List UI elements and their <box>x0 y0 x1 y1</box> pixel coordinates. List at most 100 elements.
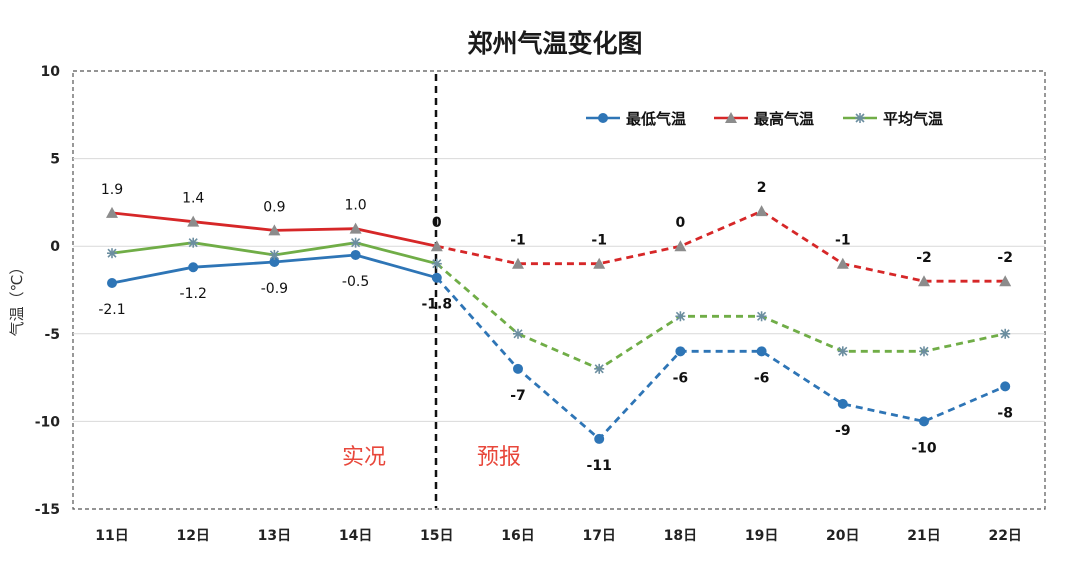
data-label: -1 <box>835 233 851 249</box>
data-label: 1.4 <box>182 191 204 207</box>
data-point <box>349 222 362 234</box>
chart-title: 郑州气温变化图 <box>467 29 642 58</box>
data-point <box>837 398 848 409</box>
x-tick-label: 22日 <box>988 528 1021 544</box>
data-point <box>107 277 117 288</box>
data-point <box>755 205 768 217</box>
data-point <box>269 249 280 260</box>
data-label: -1 <box>510 233 526 249</box>
x-tick-label: 11日 <box>95 528 128 544</box>
x-tick-label: 15日 <box>420 528 453 544</box>
data-label: -7 <box>510 388 526 404</box>
data-point <box>675 311 686 322</box>
legend-label: 最高气温 <box>754 110 814 128</box>
y-axis-label: 气温（℃） <box>8 260 26 337</box>
data-point <box>430 240 443 252</box>
data-label: 0.9 <box>263 199 285 215</box>
data-point <box>837 346 848 357</box>
x-tick-label: 13日 <box>258 528 291 544</box>
y-tick-label: -15 <box>35 502 60 518</box>
x-tick-label: 17日 <box>582 528 615 544</box>
x-tick-label: 12日 <box>176 528 209 544</box>
y-tick-label: -5 <box>44 327 60 343</box>
data-label: -8 <box>997 405 1013 421</box>
data-point <box>756 346 767 357</box>
observed-region-label: 实况 <box>342 445 386 470</box>
data-point <box>836 257 849 269</box>
data-point <box>1000 381 1011 392</box>
data-point <box>269 256 280 267</box>
data-point <box>919 346 929 357</box>
data-point <box>188 262 199 273</box>
legend-marker <box>855 113 865 123</box>
y-tick-label: -10 <box>35 414 61 430</box>
data-label: -6 <box>673 370 689 386</box>
data-label: -0.9 <box>261 281 288 297</box>
series-line-forecast <box>435 276 1006 441</box>
data-point <box>594 363 605 374</box>
data-label: -2.1 <box>98 302 125 318</box>
legend-label: 平均气温 <box>883 110 943 128</box>
legend: 最低气温 最高气温 平均气温 <box>586 110 943 128</box>
data-label: -2 <box>916 250 932 266</box>
data-point <box>675 346 686 357</box>
series-line-forecast <box>435 262 1006 371</box>
data-point <box>674 240 687 252</box>
data-point <box>107 248 117 259</box>
legend-marker <box>725 112 737 123</box>
data-point <box>350 249 361 260</box>
grid-lines <box>73 158 1045 422</box>
x-tick-label: 21日 <box>907 528 940 544</box>
x-tick-label: 14日 <box>339 528 372 544</box>
y-tick-label: 0 <box>50 239 60 255</box>
x-axis-ticks: 11日 12日 13日 14日 15日 16日 17日 18日 19日 20日 21日 22日 <box>95 528 1022 544</box>
x-tick-label: 16日 <box>501 528 534 544</box>
data-point <box>1000 328 1011 339</box>
data-point <box>188 237 199 248</box>
series-line-forecast <box>436 209 1006 283</box>
data-label: -6 <box>754 370 770 386</box>
data-point <box>919 416 929 427</box>
data-point <box>593 257 606 269</box>
x-tick-label: 18日 <box>664 528 697 544</box>
data-point <box>187 215 200 227</box>
data-point <box>512 257 524 269</box>
data-point <box>350 237 361 248</box>
data-point <box>594 433 605 444</box>
data-label: -2 <box>997 250 1013 266</box>
data-point <box>431 272 442 283</box>
data-label: -0.5 <box>342 274 369 290</box>
data-label: -1.8 <box>421 297 452 313</box>
data-point <box>106 206 118 218</box>
data-label: -11 <box>587 458 612 474</box>
data-label: -9 <box>835 423 851 439</box>
y-tick-label: 5 <box>50 152 60 168</box>
x-tick-label: 19日 <box>745 528 778 544</box>
data-point <box>268 224 281 236</box>
legend-marker <box>598 113 608 123</box>
data-labels: -2.1-1.2 -0.9 -0.5-1.8-7-11-6 -6-9-10-81.91… <box>98 180 1013 474</box>
data-point <box>513 363 523 374</box>
data-point <box>918 275 930 287</box>
data-label: -1.2 <box>180 286 207 302</box>
data-label: -10 <box>911 440 937 456</box>
y-tick-label: 10 <box>41 64 61 80</box>
data-label: 0 <box>676 215 686 231</box>
series-markers <box>106 205 1012 444</box>
legend-label: 最低气温 <box>626 110 686 128</box>
data-label: -1 <box>591 233 607 249</box>
data-label: 1.0 <box>344 198 366 214</box>
data-point <box>756 311 767 322</box>
data-label: 1.9 <box>101 182 123 198</box>
data-label: 0 <box>432 215 442 231</box>
data-point <box>513 328 523 339</box>
forecast-region-label: 预报 <box>477 445 521 470</box>
data-point <box>431 258 442 269</box>
plot-area-border <box>72 70 1046 510</box>
x-tick-label: 20日 <box>826 528 859 544</box>
data-label: 2 <box>757 180 767 196</box>
data-point <box>999 275 1012 287</box>
y-axis-ticks: 10 5 0 -5 -10 -15 <box>35 64 61 518</box>
